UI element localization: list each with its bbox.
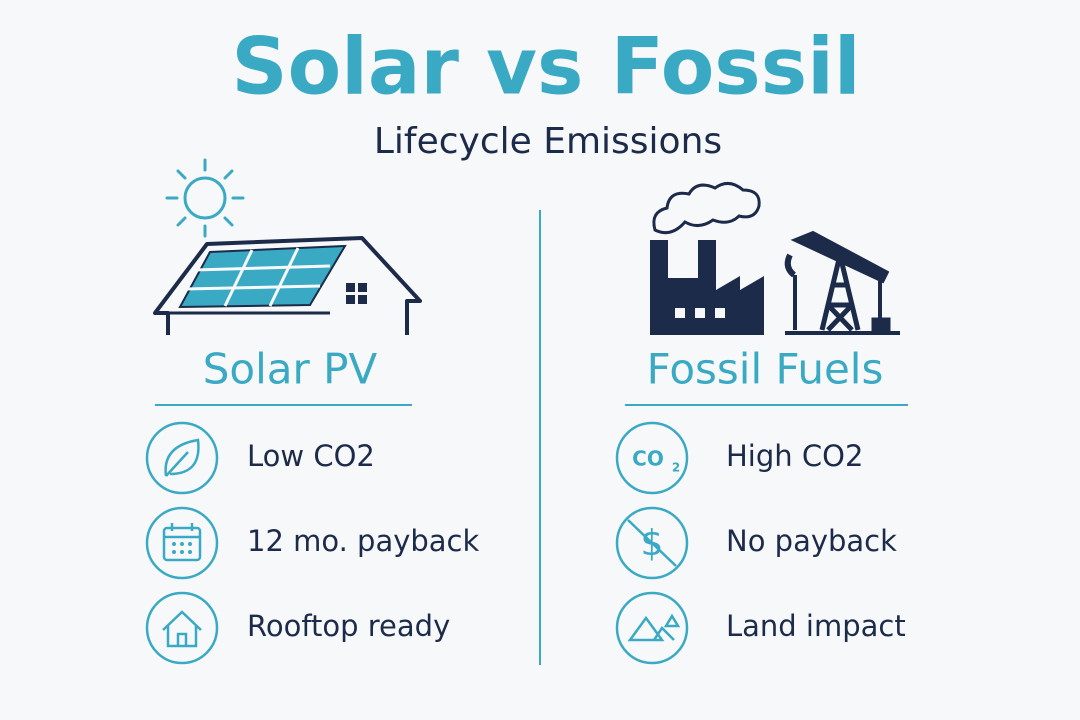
- title: Solar vs Fossil: [231, 22, 860, 112]
- left-heading: Solar PV: [203, 345, 378, 394]
- house-icon: [153, 236, 422, 335]
- right-heading: Fossil Fuels: [647, 345, 884, 394]
- item-label: High CO2: [726, 439, 863, 473]
- item-icons: [145, 421, 689, 665]
- subtitle: Lifecycle Emissions: [374, 121, 722, 162]
- item-label: 12 mo. payback: [247, 524, 480, 558]
- item-label: No payback: [726, 524, 897, 558]
- calendar-dots: [172, 542, 192, 554]
- co2-icon-main: CO: [632, 447, 664, 471]
- item-label: Land impact: [726, 609, 906, 643]
- sun-icon: [165, 158, 245, 238]
- item-label: Rooftop ready: [247, 609, 450, 643]
- item-label: Low CO2: [247, 439, 375, 473]
- dollar-icon: $: [641, 523, 664, 564]
- pumpjack-icon: [784, 230, 900, 335]
- co2-icon-sub: 2: [672, 461, 680, 475]
- factory-icon: [650, 182, 764, 335]
